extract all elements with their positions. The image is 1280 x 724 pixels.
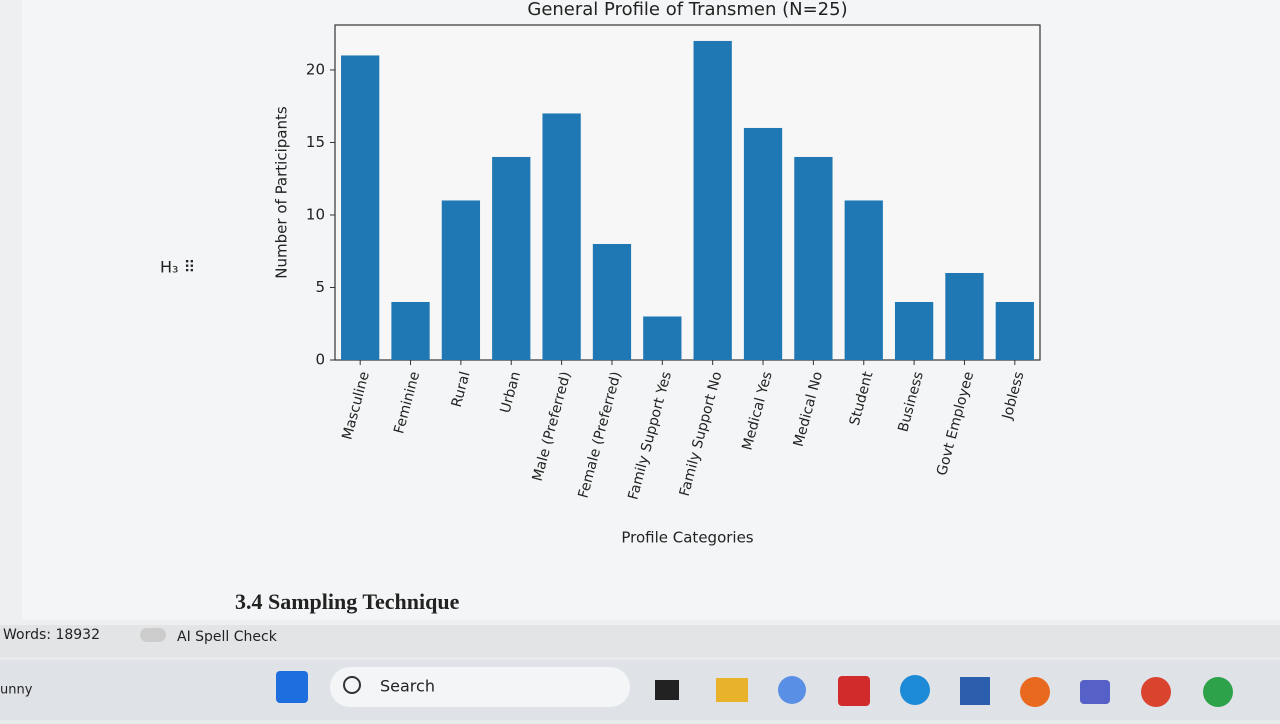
app-icon[interactable] bbox=[1203, 677, 1233, 707]
app-icon[interactable] bbox=[838, 676, 870, 706]
y-tick-label: 0 bbox=[315, 351, 325, 369]
bar bbox=[643, 316, 682, 360]
bar bbox=[844, 200, 883, 360]
app-icon[interactable] bbox=[778, 676, 806, 704]
spell-check[interactable]: AI Spell Check bbox=[177, 629, 278, 645]
bar bbox=[441, 200, 481, 360]
bar bbox=[492, 156, 531, 360]
bar bbox=[542, 113, 581, 361]
search-box[interactable] bbox=[330, 667, 630, 707]
bar bbox=[693, 40, 732, 360]
bar bbox=[391, 301, 430, 360]
app-icon[interactable] bbox=[1080, 680, 1110, 704]
bar bbox=[894, 301, 934, 360]
app-icon[interactable] bbox=[900, 675, 930, 705]
bar bbox=[341, 55, 380, 361]
y-tick-label: 10 bbox=[306, 205, 325, 223]
y-tick-label: 5 bbox=[315, 278, 325, 296]
app-icon[interactable] bbox=[960, 677, 990, 705]
app-icon[interactable] bbox=[1020, 677, 1050, 707]
heading-handle: H₃ ⠿ bbox=[160, 258, 195, 277]
app-icon[interactable] bbox=[716, 678, 748, 702]
chart-title: General Profile of Transmen (N=25) bbox=[527, 0, 847, 20]
doc-heading: 3.4 Sampling Technique bbox=[235, 589, 460, 614]
bar bbox=[794, 156, 833, 360]
app-icon[interactable] bbox=[1141, 677, 1171, 707]
bar bbox=[995, 301, 1034, 360]
search-label[interactable]: Search bbox=[380, 677, 435, 696]
bar bbox=[945, 272, 984, 360]
y-axis-label: Number of Participants bbox=[273, 106, 291, 279]
x-axis-label: Profile Categories bbox=[621, 529, 753, 547]
status-bar bbox=[0, 625, 1280, 657]
bar bbox=[743, 127, 783, 361]
y-tick-label: 15 bbox=[306, 133, 325, 151]
word-count: Words: 18932 bbox=[3, 627, 100, 643]
search-icon bbox=[343, 676, 361, 694]
start-button[interactable] bbox=[276, 671, 308, 703]
app-icon[interactable] bbox=[655, 680, 679, 700]
taskbar bbox=[0, 660, 1280, 720]
spell-toggle[interactable] bbox=[140, 628, 166, 642]
bar bbox=[592, 243, 632, 360]
plot-area bbox=[334, 24, 1041, 361]
y-tick-label: 20 bbox=[306, 60, 325, 78]
user-name: unny bbox=[0, 683, 33, 698]
